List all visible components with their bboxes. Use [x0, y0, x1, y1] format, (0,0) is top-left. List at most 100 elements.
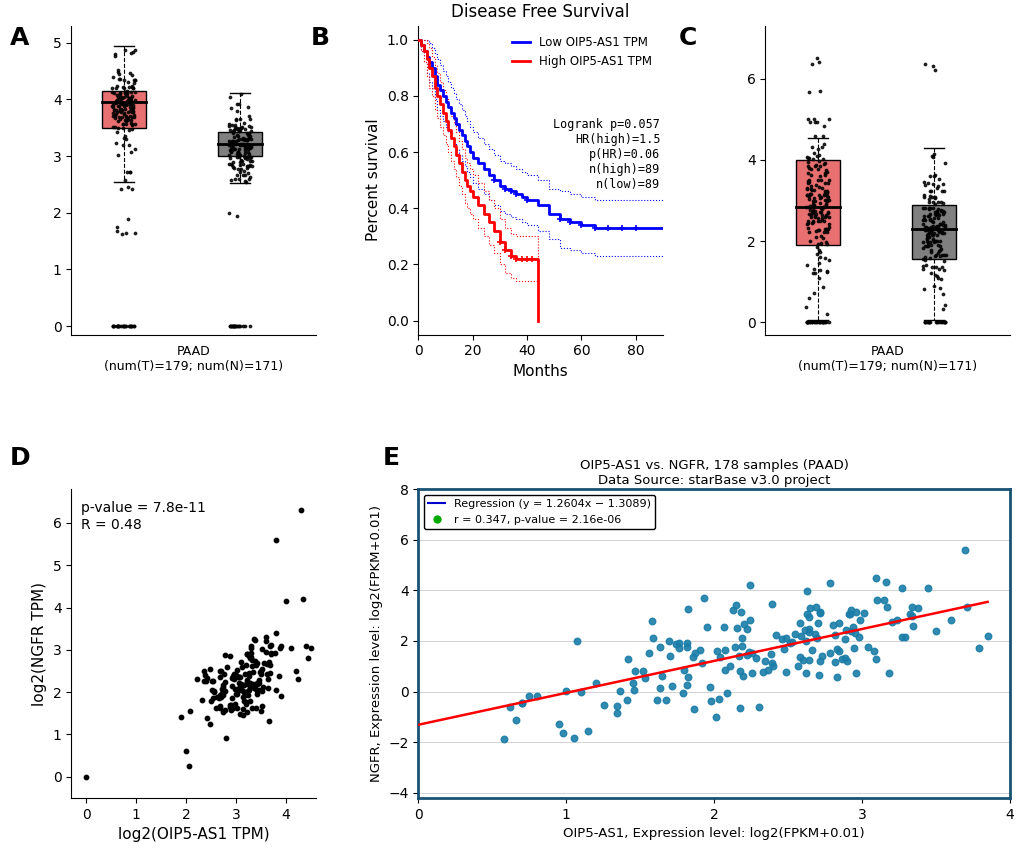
- Point: [222, 136, 238, 149]
- Point: [922, 223, 938, 237]
- Point: [115, 90, 131, 104]
- Point: [935, 248, 952, 262]
- Point: [228, 168, 245, 182]
- Point: [243, 641, 259, 655]
- Point: [925, 279, 942, 293]
- Point: [815, 119, 832, 133]
- Point: [125, 110, 142, 124]
- Point: [731, 701, 747, 715]
- Point: [221, 124, 237, 137]
- Point: [105, 319, 121, 333]
- Point: [754, 665, 770, 679]
- Point: [122, 146, 139, 160]
- Point: [126, 319, 143, 333]
- Point: [740, 645, 756, 659]
- Point: [812, 190, 828, 203]
- Point: [803, 316, 819, 329]
- Point: [814, 153, 830, 166]
- Point: [104, 109, 120, 123]
- Point: [807, 230, 823, 244]
- Point: [123, 94, 140, 108]
- Point: [927, 208, 944, 222]
- Point: [929, 244, 946, 257]
- Point: [929, 316, 946, 329]
- Point: [114, 138, 130, 152]
- Point: [212, 670, 228, 684]
- Point: [126, 319, 143, 333]
- Point: [240, 148, 257, 161]
- Point: [258, 657, 274, 671]
- Point: [126, 73, 143, 87]
- Point: [238, 137, 255, 151]
- X-axis label: OIP5-AS1, Expression level: log2(FPKM+0.01): OIP5-AS1, Expression level: log2(FPKM+0.…: [562, 827, 864, 840]
- Text: B: B: [311, 26, 330, 50]
- Point: [514, 696, 530, 710]
- Point: [816, 210, 833, 224]
- Point: [924, 214, 941, 228]
- Point: [812, 205, 828, 219]
- Point: [123, 123, 140, 136]
- Point: [111, 319, 127, 333]
- Point: [116, 98, 132, 112]
- Point: [115, 74, 131, 88]
- Point: [925, 205, 942, 219]
- Point: [243, 646, 259, 660]
- Point: [204, 683, 220, 697]
- Point: [918, 316, 934, 329]
- Point: [122, 94, 139, 108]
- Point: [225, 155, 242, 169]
- Point: [207, 701, 223, 715]
- Point: [932, 226, 949, 239]
- Point: [819, 206, 836, 220]
- Point: [702, 694, 718, 708]
- Point: [830, 616, 847, 630]
- Point: [838, 623, 854, 637]
- Point: [125, 105, 142, 118]
- Point: [120, 319, 137, 333]
- Point: [199, 671, 215, 685]
- Point: [232, 677, 249, 691]
- Point: [115, 81, 131, 94]
- Point: [243, 112, 259, 126]
- Point: [239, 647, 256, 661]
- Point: [807, 316, 823, 329]
- Point: [242, 154, 258, 168]
- Point: [124, 105, 141, 118]
- Point: [933, 249, 950, 263]
- Point: [112, 102, 128, 116]
- Point: [243, 131, 259, 145]
- Point: [927, 316, 944, 329]
- Point: [238, 695, 255, 709]
- Text: p-value = 7.8e-11
R = 0.48: p-value = 7.8e-11 R = 0.48: [82, 501, 206, 532]
- Point: [237, 698, 254, 711]
- Point: [117, 85, 133, 99]
- Point: [247, 632, 263, 646]
- Point: [635, 664, 651, 678]
- Point: [920, 230, 936, 244]
- Point: [230, 683, 247, 697]
- Point: [927, 248, 944, 262]
- Point: [970, 641, 986, 655]
- Point: [228, 686, 245, 700]
- Point: [121, 91, 138, 105]
- Point: [804, 57, 820, 71]
- Point: [242, 651, 258, 665]
- Point: [181, 704, 198, 718]
- Point: [228, 150, 245, 164]
- Point: [117, 98, 133, 112]
- Point: [903, 609, 919, 623]
- Point: [800, 207, 816, 221]
- Point: [125, 82, 142, 95]
- Point: [249, 676, 265, 690]
- Point: [230, 142, 247, 156]
- Point: [901, 607, 917, 621]
- Point: [107, 120, 123, 134]
- Point: [812, 173, 828, 187]
- Point: [242, 694, 258, 708]
- Point: [236, 147, 253, 160]
- Point: [262, 666, 278, 680]
- Point: [230, 134, 247, 148]
- Point: [177, 745, 194, 758]
- Point: [805, 199, 821, 213]
- Point: [671, 641, 687, 655]
